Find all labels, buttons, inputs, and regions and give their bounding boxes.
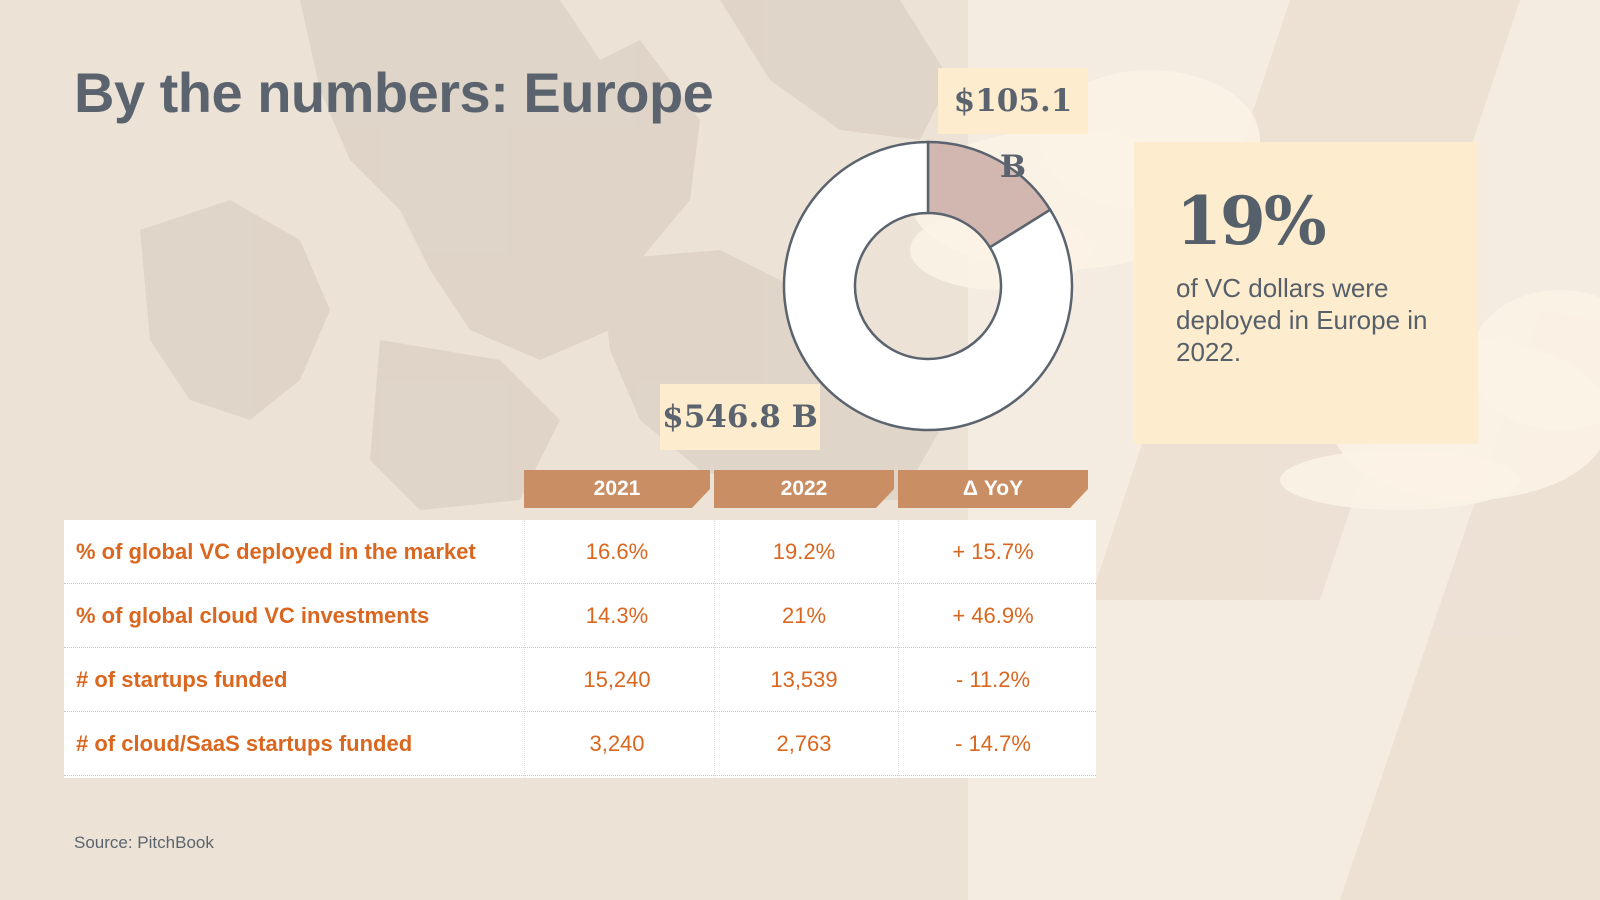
cell-2022: 2,763 (776, 731, 832, 756)
column-header-yoy: Δ YoY (898, 470, 1088, 508)
callout-description: of VC dollars were deployed in Europe in… (1176, 273, 1428, 367)
cell-2022: 21% (781, 603, 827, 628)
slice-label-rest: $546.8 B (660, 384, 820, 450)
row-label: # of cloud/SaaS startups funded (76, 731, 413, 756)
cell-yoy: + 46.9% (952, 603, 1034, 628)
column-divider (524, 520, 525, 778)
column-divider (898, 520, 899, 778)
column-divider (714, 520, 715, 778)
cell-2021: 16.6% (585, 539, 649, 564)
column-header-2022: 2022 (714, 470, 894, 508)
data-table: % of global VC deployed in the market 16… (64, 520, 1096, 778)
table-row: # of startups funded 15,240 13,539 - 11.… (64, 648, 1096, 712)
row-label: % of global VC deployed in the market (76, 539, 476, 564)
cell-2022: 13,539 (770, 667, 838, 692)
row-label: # of startups funded (76, 667, 288, 692)
table-row: % of global cloud VC investments 14.3% 2… (64, 584, 1096, 648)
callout-box: 19% of VC dollars were deployed in Europ… (1134, 142, 1478, 444)
column-header-2021: 2021 (524, 470, 710, 508)
cell-2021: 3,240 (589, 731, 645, 756)
table-row: % of global VC deployed in the market 16… (64, 520, 1096, 584)
cell-2022: 19.2% (772, 539, 836, 564)
callout-percent: 19% (1176, 182, 1327, 260)
donut-slice-1 (782, 140, 1074, 432)
slice-label-europe: $105.1 B (938, 68, 1088, 185)
donut-chart (782, 140, 1074, 432)
cell-yoy: + 15.7% (952, 539, 1034, 564)
row-label: % of global cloud VC investments (76, 603, 430, 628)
table-row: # of cloud/SaaS startups funded 3,240 2,… (64, 712, 1096, 776)
source-note: Source: PitchBook (74, 833, 214, 852)
page-title: By the numbers: Europe (74, 61, 714, 124)
cell-2021: 14.3% (585, 603, 649, 628)
cell-yoy: - 14.7% (955, 731, 1031, 756)
cell-yoy: - 11.2% (955, 667, 1031, 692)
cell-2021: 15,240 (583, 667, 651, 692)
